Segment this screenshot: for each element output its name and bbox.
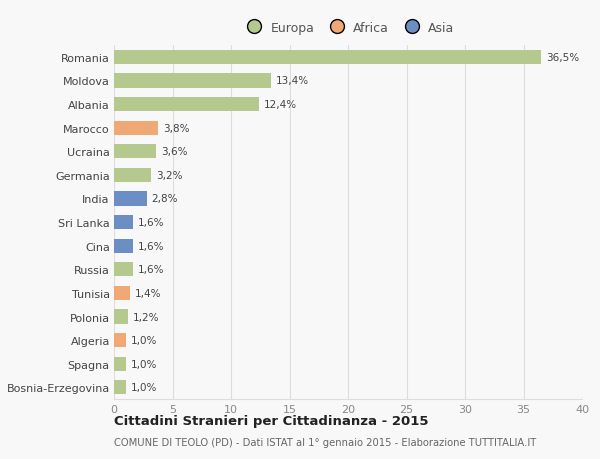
- Bar: [114, 263, 133, 277]
- Bar: [114, 74, 271, 88]
- Bar: [114, 192, 147, 206]
- Text: 12,4%: 12,4%: [264, 100, 297, 110]
- Text: 1,6%: 1,6%: [137, 241, 164, 251]
- Bar: [114, 216, 133, 230]
- Text: 1,6%: 1,6%: [137, 265, 164, 275]
- Bar: [114, 98, 259, 112]
- Text: 1,6%: 1,6%: [137, 218, 164, 228]
- Bar: [114, 239, 133, 253]
- Text: 1,0%: 1,0%: [130, 359, 157, 369]
- Text: 1,0%: 1,0%: [130, 382, 157, 392]
- Bar: [114, 121, 158, 135]
- Bar: [114, 310, 128, 324]
- Text: Cittadini Stranieri per Cittadinanza - 2015: Cittadini Stranieri per Cittadinanza - 2…: [114, 414, 428, 428]
- Text: 3,2%: 3,2%: [156, 170, 182, 180]
- Text: 3,8%: 3,8%: [163, 123, 190, 134]
- Text: 3,6%: 3,6%: [161, 147, 187, 157]
- Bar: [114, 168, 151, 183]
- Text: 36,5%: 36,5%: [546, 53, 579, 63]
- Bar: [114, 50, 541, 65]
- Bar: [114, 357, 126, 371]
- Text: 13,4%: 13,4%: [275, 76, 308, 86]
- Bar: [114, 381, 126, 395]
- Legend: Europa, Africa, Asia: Europa, Africa, Asia: [237, 17, 459, 40]
- Bar: [114, 333, 126, 347]
- Text: 1,4%: 1,4%: [135, 288, 161, 298]
- Bar: [114, 286, 130, 300]
- Bar: [114, 145, 156, 159]
- Text: 1,0%: 1,0%: [130, 336, 157, 346]
- Text: 1,2%: 1,2%: [133, 312, 159, 322]
- Text: COMUNE DI TEOLO (PD) - Dati ISTAT al 1° gennaio 2015 - Elaborazione TUTTITALIA.I: COMUNE DI TEOLO (PD) - Dati ISTAT al 1° …: [114, 437, 536, 447]
- Text: 2,8%: 2,8%: [151, 194, 178, 204]
